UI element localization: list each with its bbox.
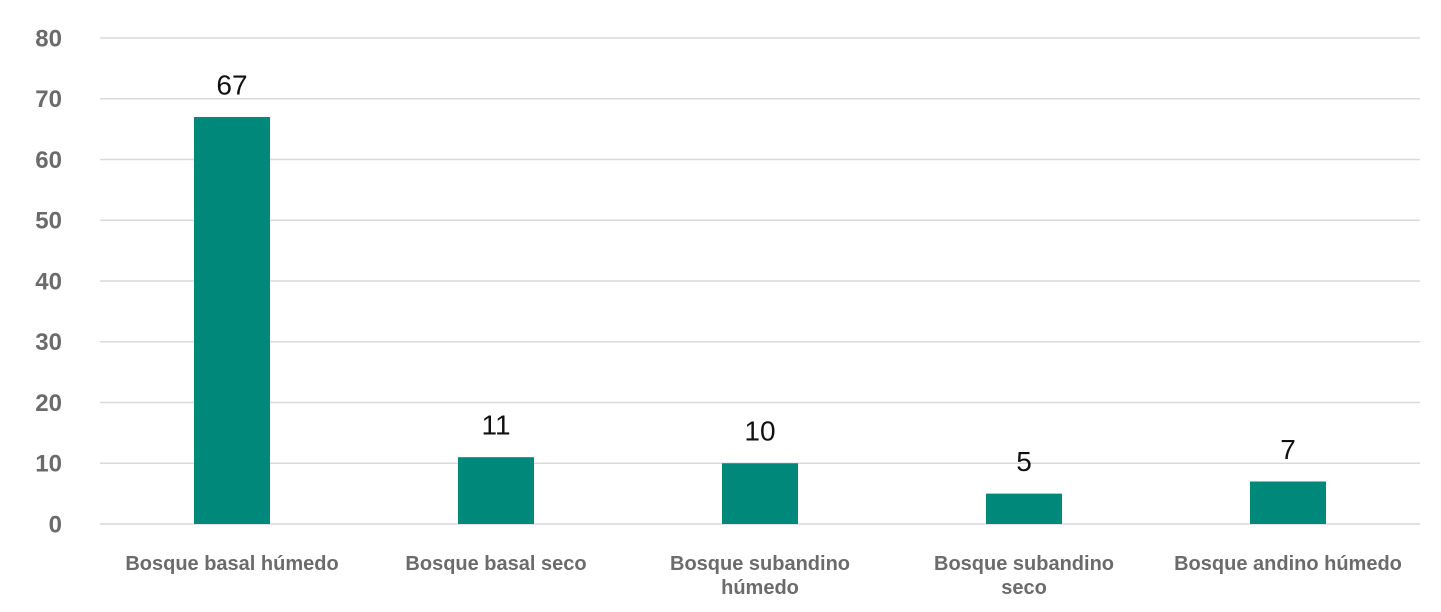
bar xyxy=(458,457,534,524)
y-tick-label: 50 xyxy=(35,208,62,235)
y-tick-label: 0 xyxy=(49,511,62,538)
x-tick-label: Bosque basal seco xyxy=(405,553,587,575)
x-tick-label: Bosque subandino húmedo xyxy=(670,553,850,599)
x-tick-label: Bosque subandino seco xyxy=(934,553,1114,599)
y-tick-label: 40 xyxy=(35,268,62,295)
bar xyxy=(986,493,1062,524)
data-label: 10 xyxy=(744,416,775,447)
x-tick-label: Bosque basal húmedo xyxy=(125,553,339,575)
bar xyxy=(1250,481,1326,524)
y-tick-label: 30 xyxy=(35,329,62,356)
y-tick-label: 10 xyxy=(35,451,62,478)
x-tick-label: Bosque andino húmedo xyxy=(1174,553,1402,575)
data-label: 7 xyxy=(1280,434,1296,465)
bar xyxy=(722,463,798,524)
data-label: 5 xyxy=(1016,446,1032,477)
y-tick-label: 70 xyxy=(35,86,62,113)
y-tick-label: 60 xyxy=(35,147,62,174)
y-tick-label: 20 xyxy=(35,390,62,417)
data-label: 67 xyxy=(216,69,247,100)
bar xyxy=(194,116,270,524)
y-tick-label: 80 xyxy=(35,25,62,52)
data-label: 11 xyxy=(481,410,510,441)
